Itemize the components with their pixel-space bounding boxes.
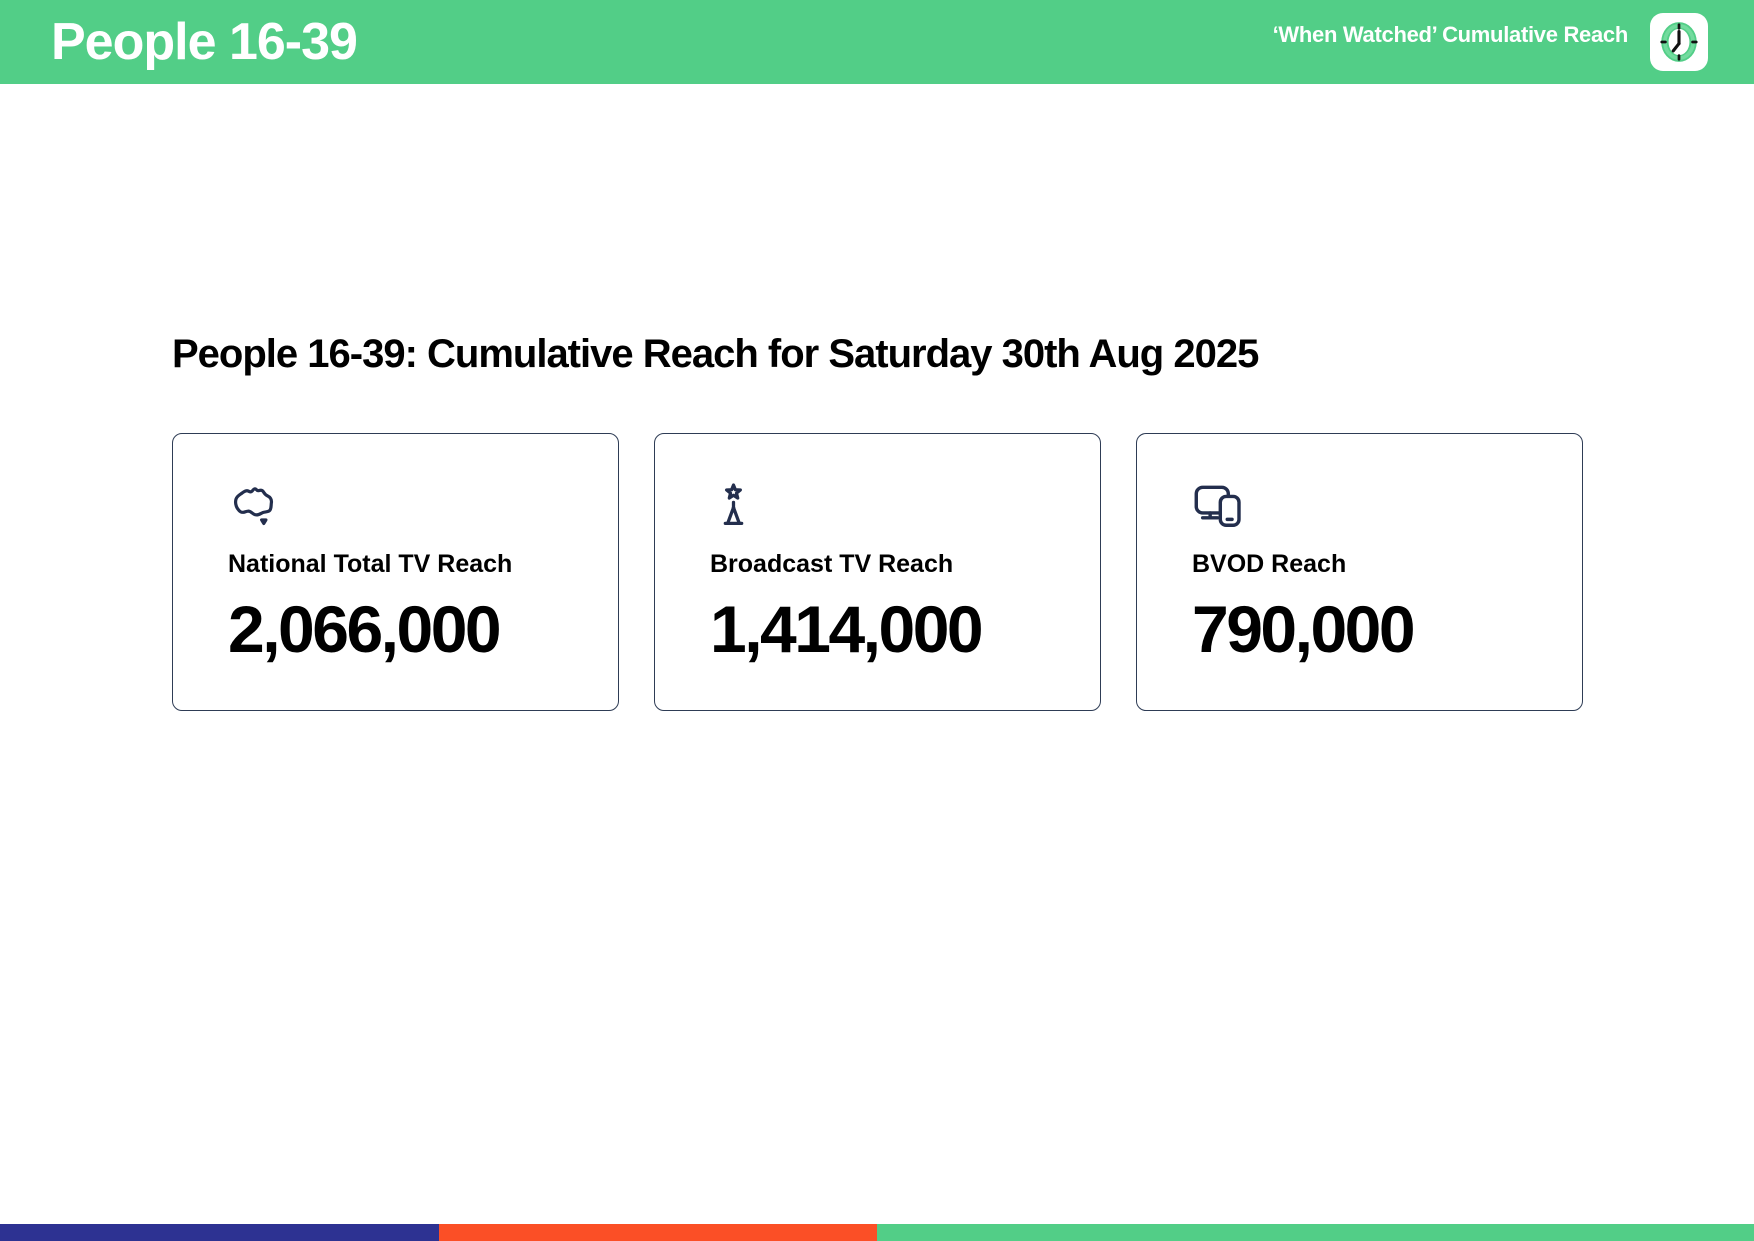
card-broadcast-tv-reach: Broadcast TV Reach 1,414,000 [654,433,1101,711]
report-heading: People 16-39: Cumulative Reach for Satur… [172,332,1259,376]
footer-segment-blue [0,1224,439,1241]
card-bvod-reach: BVOD Reach 790,000 [1136,433,1583,711]
header-subtitle: ‘When Watched’ Cumulative Reach [1272,22,1629,47]
header-bar: People 16-39 ‘When Watched’ Cumulative R… [0,0,1754,84]
clock-icon [1660,22,1698,62]
kpi-cards: National Total TV Reach 2,066,000 Broadc… [172,433,1754,711]
footer-bar [0,1224,1754,1241]
card-label: BVOD Reach [1192,550,1347,578]
card-value: 2,066,000 [228,592,502,666]
card-label: Broadcast TV Reach [710,550,954,578]
page-title: People 16-39 [51,13,358,71]
clock-badge [1650,13,1708,71]
footer-segment-green [877,1224,1754,1241]
card-value: 1,414,000 [710,592,984,666]
card-value: 790,000 [1192,592,1416,666]
header-right-group: ‘When Watched’ Cumulative Reach [1273,13,1708,71]
devices-icon [1192,482,1530,529]
footer-segment-orange [438,1224,877,1241]
card-label: National Total TV Reach [228,550,513,578]
card-national-total-tv-reach: National Total TV Reach 2,066,000 [172,433,619,711]
australia-map-icon [228,482,566,529]
broadcast-tower-icon [710,482,1048,529]
